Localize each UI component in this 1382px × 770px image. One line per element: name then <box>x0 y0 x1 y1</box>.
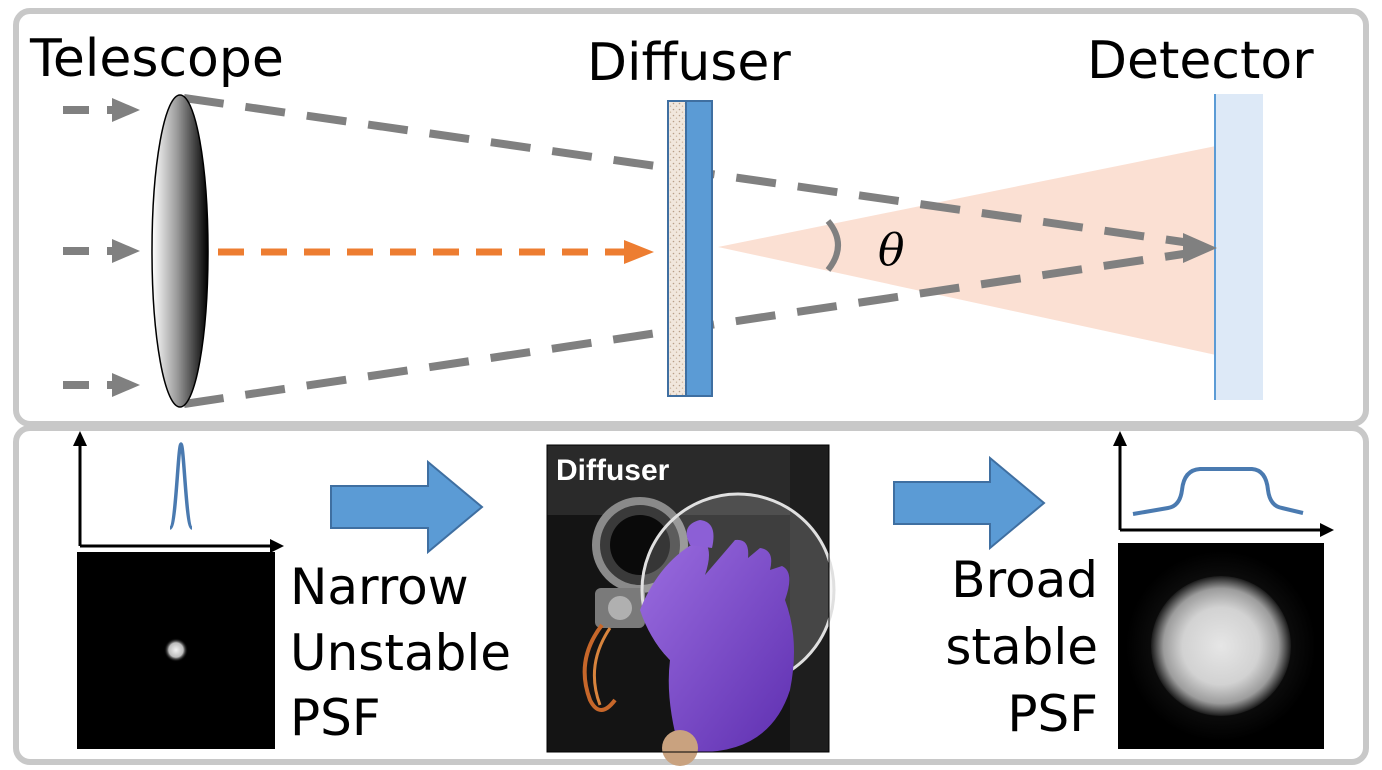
broad-psf-label-line3: PSF <box>1007 685 1098 743</box>
telescope-label: Telescope <box>29 29 284 89</box>
narrow-psf-label-line1: Narrow <box>290 558 469 616</box>
broad-psf-x-arrowhead <box>1320 523 1334 537</box>
narrow-psf-x-arrowhead <box>270 539 284 553</box>
diffuser-plate <box>685 100 713 397</box>
ray-focus-arrowhead <box>1183 233 1217 263</box>
incoming-arrowheads <box>112 98 140 397</box>
narrow-psf-spot <box>164 638 188 662</box>
central-ray-arrowhead <box>624 240 654 264</box>
angle-theta-label: θ <box>878 225 905 276</box>
narrow-psf-label-line3: PSF <box>290 689 381 747</box>
broad-psf-axes <box>1118 444 1322 532</box>
narrow-psf-curve <box>168 442 194 530</box>
angle-arc <box>825 219 841 272</box>
broad-psf-y-arrowhead <box>1113 431 1127 446</box>
right-arrow-icon <box>893 455 1046 551</box>
detector-label: Detector <box>1087 31 1314 91</box>
diffuser-label: Diffuser <box>587 33 791 93</box>
lens-icon <box>151 94 209 408</box>
broad-psf-curve <box>1132 467 1304 516</box>
detector-plate <box>1215 94 1263 400</box>
narrow-psf-label-line2: Unstable <box>290 624 511 682</box>
scatter-cone <box>718 146 1216 355</box>
right-arrow-icon <box>330 459 484 555</box>
photo-diffuser-label: Diffuser <box>556 454 670 487</box>
incoming-rays <box>63 106 112 389</box>
narrow-psf-y-arrowhead <box>73 431 87 446</box>
narrow-psf-axes <box>78 444 272 548</box>
broad-psf-label-line2: stable <box>945 618 1098 676</box>
diffuser-texture <box>667 100 687 397</box>
broad-psf-label-line1: Broad <box>951 551 1098 609</box>
broad-psf-spot <box>1151 576 1291 716</box>
diffuser-photo <box>546 444 836 766</box>
